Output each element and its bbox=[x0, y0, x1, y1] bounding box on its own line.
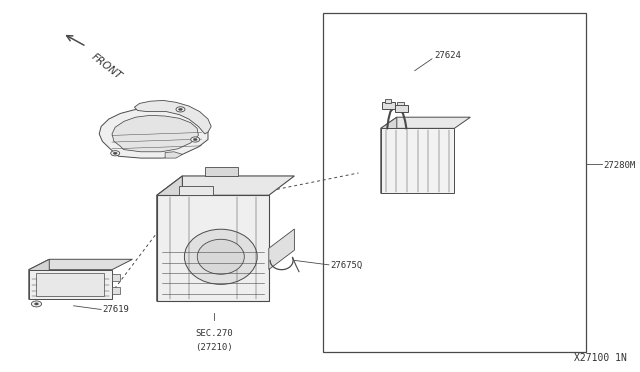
Polygon shape bbox=[381, 117, 470, 128]
Polygon shape bbox=[29, 259, 49, 299]
Circle shape bbox=[113, 152, 117, 154]
Circle shape bbox=[35, 303, 38, 305]
Bar bbox=[112, 287, 120, 294]
Polygon shape bbox=[381, 128, 454, 193]
Bar bbox=[205, 167, 238, 176]
Polygon shape bbox=[112, 115, 198, 152]
Bar bbox=[395, 105, 408, 112]
Text: FRONT: FRONT bbox=[90, 52, 124, 82]
Circle shape bbox=[111, 151, 120, 156]
Bar bbox=[323, 13, 586, 352]
Polygon shape bbox=[134, 100, 211, 134]
Text: 27619: 27619 bbox=[102, 305, 129, 314]
Ellipse shape bbox=[184, 229, 257, 284]
Ellipse shape bbox=[197, 239, 244, 274]
Polygon shape bbox=[381, 117, 397, 193]
Circle shape bbox=[191, 137, 200, 142]
Polygon shape bbox=[165, 152, 182, 158]
Bar bbox=[112, 274, 120, 281]
Polygon shape bbox=[157, 195, 269, 301]
Polygon shape bbox=[29, 259, 132, 270]
Circle shape bbox=[31, 301, 42, 307]
Text: 27280M: 27280M bbox=[603, 161, 635, 170]
Text: X27100 1N: X27100 1N bbox=[574, 353, 627, 363]
Text: (27210): (27210) bbox=[196, 343, 233, 352]
Polygon shape bbox=[157, 176, 294, 195]
Circle shape bbox=[193, 138, 197, 141]
Bar bbox=[179, 186, 212, 195]
Text: SEC.270: SEC.270 bbox=[196, 328, 233, 337]
Circle shape bbox=[179, 108, 182, 110]
Text: 27624: 27624 bbox=[434, 51, 461, 60]
Bar bbox=[385, 99, 391, 103]
Polygon shape bbox=[29, 270, 112, 299]
Polygon shape bbox=[157, 176, 182, 301]
Polygon shape bbox=[269, 229, 294, 269]
Bar bbox=[397, 102, 404, 105]
Polygon shape bbox=[99, 108, 208, 158]
Text: 27675Q: 27675Q bbox=[330, 261, 362, 270]
Bar bbox=[36, 273, 104, 296]
Bar bbox=[382, 102, 395, 109]
Circle shape bbox=[176, 107, 185, 112]
